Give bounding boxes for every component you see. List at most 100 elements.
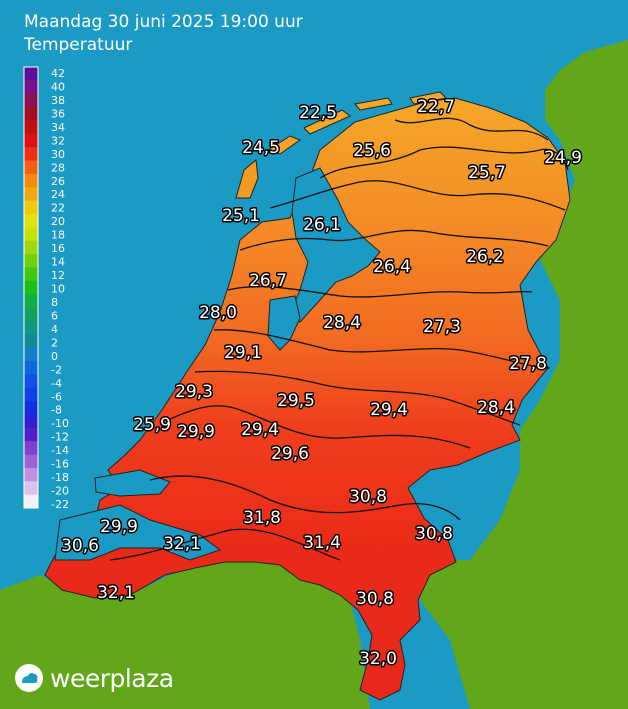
legend-swatch xyxy=(24,334,38,349)
legend-swatch xyxy=(24,374,38,389)
map-title: Maandag 30 juni 2025 19:00 uur xyxy=(24,12,303,32)
legend-label: 28 xyxy=(51,161,65,174)
station-temperature: 29,1 xyxy=(224,343,262,363)
legend-label: -22 xyxy=(51,498,69,511)
legend-label: 12 xyxy=(51,269,65,282)
legend-label: -16 xyxy=(51,458,69,471)
station-temperature: 32,0 xyxy=(359,649,397,669)
island-schiermonnikoog xyxy=(409,91,448,105)
station-temperature: 25,9 xyxy=(133,415,171,435)
legend-swatch xyxy=(24,467,38,482)
island-terschelling xyxy=(303,109,351,135)
legend-swatch xyxy=(24,160,38,175)
legend-label: -14 xyxy=(51,444,69,457)
station-temperature: 27,3 xyxy=(423,317,461,337)
legend-label: 18 xyxy=(51,229,65,242)
legend-swatch xyxy=(24,80,38,95)
station-temperature: 28,4 xyxy=(477,398,515,418)
legend-swatch xyxy=(24,387,38,402)
legend-swatch xyxy=(24,454,38,469)
legend-label: 30 xyxy=(51,148,65,161)
island-ameland xyxy=(354,97,393,111)
legend-label: 34 xyxy=(51,121,65,134)
legend-swatch xyxy=(24,427,38,442)
island-texel xyxy=(235,159,259,199)
legend-label: -20 xyxy=(51,485,69,498)
station-temperature: 29,4 xyxy=(241,420,279,440)
legend-swatch xyxy=(24,107,38,121)
legend-label: 22 xyxy=(51,202,65,215)
legend-label: 4 xyxy=(51,323,58,336)
legend-label: 36 xyxy=(51,107,65,120)
station-temperature: 29,9 xyxy=(177,422,215,442)
station-temperature: 30,8 xyxy=(349,487,387,507)
legend-swatch xyxy=(24,481,38,496)
legend-swatch xyxy=(24,240,38,255)
brand-logo: weerplaza xyxy=(14,660,174,696)
station-temperature: 32,1 xyxy=(97,583,135,603)
legend-swatch xyxy=(24,307,38,322)
station-temperature: 29,9 xyxy=(100,517,138,537)
legend-swatch xyxy=(24,187,38,202)
station-temperature: 29,6 xyxy=(271,444,309,464)
legend-label: -6 xyxy=(51,390,62,403)
legend-label: 0 xyxy=(51,350,58,363)
island-vlieland xyxy=(266,135,302,155)
brand-name: weerplaza xyxy=(50,663,174,693)
legend-swatch xyxy=(24,120,38,135)
legend-colorbar xyxy=(23,66,39,509)
legend-label: -2 xyxy=(51,363,62,376)
station-temperature: 28,0 xyxy=(199,303,237,323)
station-temperature: 22,5 xyxy=(299,103,337,123)
station-temperature: 24,9 xyxy=(544,148,582,168)
legend-label: 14 xyxy=(51,256,65,269)
legend-label: 26 xyxy=(51,175,65,188)
legend-label: 32 xyxy=(51,134,65,147)
legend-swatch xyxy=(24,294,38,309)
legend-label: 2 xyxy=(51,336,58,349)
station-temperature: 24,5 xyxy=(242,138,280,158)
legend-swatch xyxy=(24,147,38,162)
legend-label: 10 xyxy=(51,283,65,296)
legend-swatch xyxy=(24,214,38,228)
legend-label: 40 xyxy=(51,80,65,93)
station-temperature: 30,6 xyxy=(61,536,99,556)
zeeland-water-north xyxy=(94,469,171,497)
legend-label: -8 xyxy=(51,404,62,417)
zeeland-water xyxy=(54,504,222,561)
station-labels: 22,5 22,7 24,5 25,6 24,9 25,7 25,1 26,1 26,4 26,2… xyxy=(60,96,584,671)
station-temperature: 31,4 xyxy=(303,533,341,553)
station-temperature: 26,1 xyxy=(303,215,341,235)
legend-label: -18 xyxy=(51,471,69,484)
legend-swatch xyxy=(24,414,38,429)
legend-swatch xyxy=(24,254,38,268)
legend-swatch xyxy=(24,133,38,148)
isotherms xyxy=(109,117,569,561)
weerplaza-logo-icon xyxy=(15,664,43,692)
station-temperature: 30,8 xyxy=(356,589,394,609)
station-temperature: 25,6 xyxy=(353,141,391,161)
station-temperature: 29,3 xyxy=(175,382,213,402)
station-temperature: 27,8 xyxy=(509,354,547,374)
map-subtitle: Temperatuur xyxy=(24,35,133,55)
legend-frame xyxy=(23,66,39,509)
legend-label: -10 xyxy=(51,417,69,430)
legend-labels: 424038363432302826242220181614121086420-… xyxy=(51,67,69,511)
station-temperature: 30,8 xyxy=(415,524,453,544)
legend-swatch xyxy=(24,93,38,108)
station-temperature: 31,8 xyxy=(243,508,281,528)
legend-label: 42 xyxy=(51,67,65,80)
legend-swatch xyxy=(24,200,38,215)
station-temperature: 32,1 xyxy=(163,534,201,554)
legend-swatch xyxy=(24,347,38,362)
legend-swatch xyxy=(24,173,38,188)
legend-swatch xyxy=(24,267,38,282)
station-temperature: 26,7 xyxy=(249,271,287,291)
legend-swatch xyxy=(24,320,38,335)
legend-label: 20 xyxy=(51,215,65,228)
legend-label: 24 xyxy=(51,188,65,201)
station-temperature: 28,4 xyxy=(323,313,361,333)
legend-label: 6 xyxy=(51,309,58,322)
station-temperature: 29,5 xyxy=(277,391,315,411)
